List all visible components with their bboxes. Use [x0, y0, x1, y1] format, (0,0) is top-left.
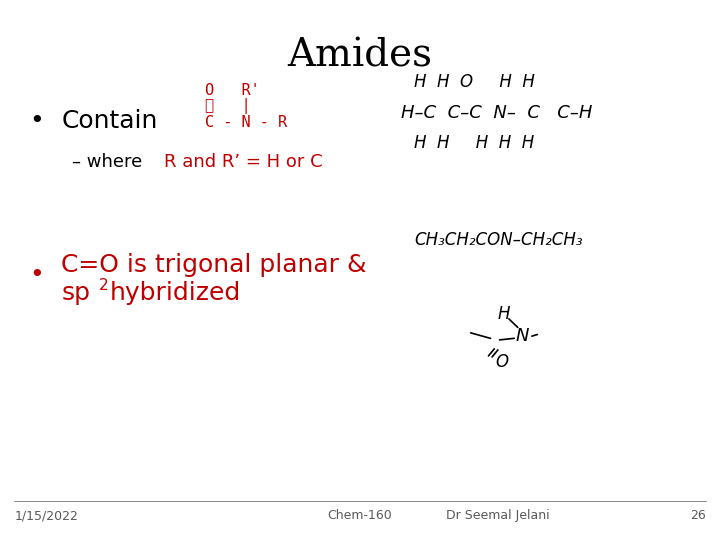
Text: 2: 2 [99, 278, 109, 293]
Text: Amides: Amides [287, 38, 433, 75]
Text: Contain: Contain [61, 110, 158, 133]
Text: 26: 26 [690, 509, 706, 522]
Text: H–C  C–C  N–  C   C–H: H–C C–C N– C C–H [401, 104, 593, 123]
Text: H: H [498, 305, 510, 323]
Text: C - N - R: C - N - R [205, 115, 287, 130]
Text: sp: sp [61, 281, 90, 305]
Text: H  H  O     H  H: H H O H H [414, 73, 535, 91]
Text: O   R': O R' [205, 83, 260, 98]
Text: O: O [495, 353, 508, 371]
Text: hybridized: hybridized [109, 281, 240, 305]
Text: ∥   |: ∥ | [205, 98, 251, 114]
Text: N: N [516, 327, 529, 345]
Text: Dr Seemal Jelani: Dr Seemal Jelani [446, 509, 550, 522]
Text: 1/15/2022: 1/15/2022 [14, 509, 78, 522]
Text: •: • [29, 264, 43, 287]
Text: CH₃CH₂CON–CH₂CH₃: CH₃CH₂CON–CH₂CH₃ [414, 231, 582, 249]
Text: Chem-160: Chem-160 [328, 509, 392, 522]
Text: H  H     H  H  H: H H H H H [414, 134, 534, 152]
Text: – where: – where [72, 153, 148, 171]
Text: R and R’ = H or C: R and R’ = H or C [164, 153, 323, 171]
Text: •: • [29, 110, 43, 133]
Text: C=O is trigonal planar &: C=O is trigonal planar & [61, 253, 366, 276]
